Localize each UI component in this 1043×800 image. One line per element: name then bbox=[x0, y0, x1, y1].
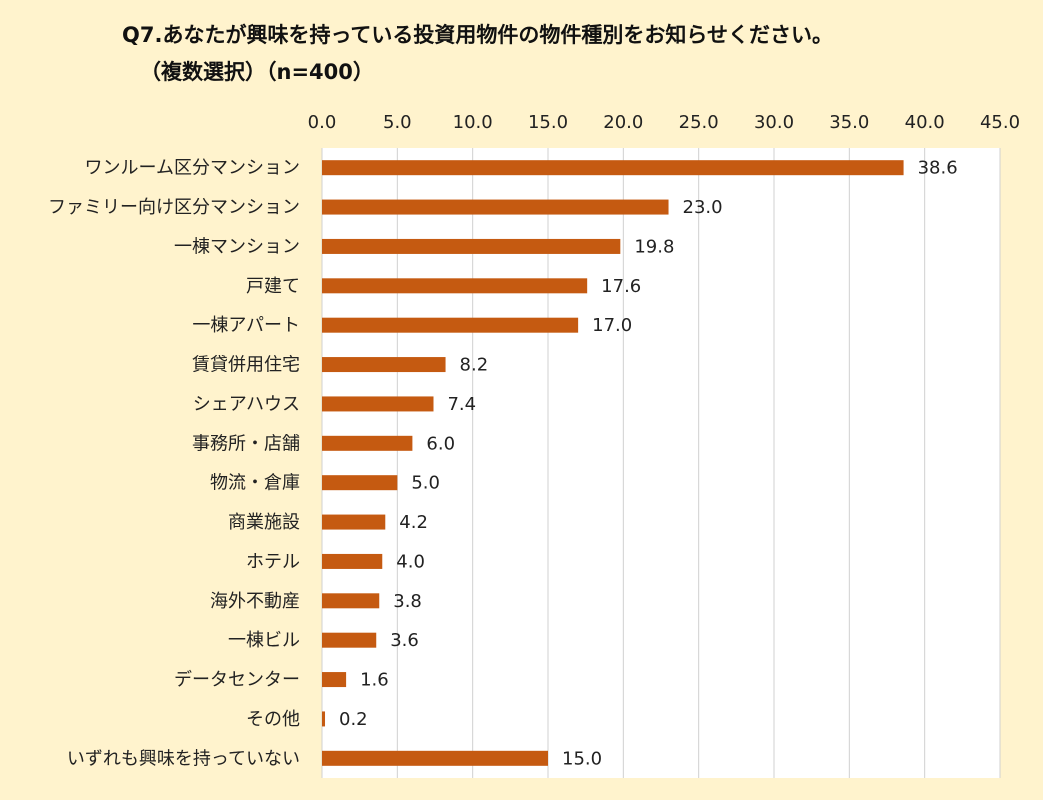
x-tick-label: 15.0 bbox=[528, 112, 568, 133]
bar bbox=[322, 199, 669, 215]
bar bbox=[322, 357, 446, 373]
data-label: 7.4 bbox=[447, 394, 476, 415]
bar bbox=[322, 711, 326, 727]
bar bbox=[322, 396, 434, 412]
x-tick-label: 20.0 bbox=[603, 112, 643, 133]
bar bbox=[322, 750, 548, 766]
category-label: いずれも興味を持っていない bbox=[67, 748, 300, 769]
chart-subtitle: （複数選択）（n=400） bbox=[140, 60, 374, 84]
x-tick-label: 5.0 bbox=[383, 112, 412, 133]
category-label: 物流・倉庫 bbox=[210, 473, 300, 494]
bar bbox=[322, 160, 904, 176]
data-label: 17.6 bbox=[601, 276, 641, 297]
data-label: 19.8 bbox=[634, 236, 674, 257]
category-label: 海外不動産 bbox=[210, 591, 300, 612]
bar bbox=[322, 553, 383, 569]
category-label: 賃貸併用住宅 bbox=[192, 355, 300, 376]
x-tick-label: 0.0 bbox=[308, 112, 337, 133]
x-tick-label: 25.0 bbox=[679, 112, 719, 133]
data-label: 23.0 bbox=[683, 197, 723, 218]
data-label: 8.2 bbox=[460, 355, 489, 376]
data-label: 3.8 bbox=[393, 591, 422, 612]
data-label: 15.0 bbox=[562, 748, 602, 769]
bar bbox=[322, 514, 386, 530]
data-labels: 38.6 23.0 19.8 17.6 17.0 8.2 7.4 6.0 5.0 4.2 4.0 3.… bbox=[339, 158, 958, 770]
bar bbox=[322, 475, 398, 491]
category-label: 商業施設 bbox=[228, 512, 300, 533]
bar bbox=[322, 317, 579, 333]
data-label: 1.6 bbox=[360, 670, 389, 691]
x-tick-label: 30.0 bbox=[754, 112, 794, 133]
bar bbox=[322, 632, 377, 648]
bars bbox=[322, 160, 904, 766]
x-tick-label: 10.0 bbox=[453, 112, 493, 133]
category-label: ファミリー向け区分マンション bbox=[48, 197, 300, 218]
data-label: 38.6 bbox=[918, 158, 958, 179]
data-label: 3.6 bbox=[390, 630, 419, 651]
category-label: データセンター bbox=[174, 670, 300, 691]
category-label: 一棟マンション bbox=[174, 236, 300, 257]
data-label: 5.0 bbox=[411, 473, 440, 494]
category-label: ホテル bbox=[246, 551, 300, 572]
bar bbox=[322, 278, 588, 294]
x-tick-label: 45.0 bbox=[980, 112, 1020, 133]
category-label: 一棟アパート bbox=[192, 315, 300, 336]
category-label: 一棟ビル bbox=[228, 630, 300, 651]
x-tick-label: 40.0 bbox=[905, 112, 945, 133]
bar bbox=[322, 238, 621, 254]
category-labels: ワンルーム区分マンションファミリー向け区分マンション一棟マンション戸建て一棟アパ… bbox=[48, 158, 300, 770]
category-label: 戸建て bbox=[246, 276, 300, 297]
chart-title: Q7.あなたが興味を持っている投資用物件の物件種別をお知らせください。 bbox=[122, 23, 833, 47]
category-label: その他 bbox=[246, 709, 300, 730]
data-label: 4.2 bbox=[399, 512, 428, 533]
bar bbox=[322, 672, 347, 688]
data-label: 4.0 bbox=[396, 551, 425, 572]
data-label: 6.0 bbox=[426, 433, 455, 454]
category-label: 事務所・店舗 bbox=[192, 433, 300, 454]
category-label: ワンルーム区分マンション bbox=[85, 158, 300, 179]
bar bbox=[322, 435, 413, 451]
data-label: 17.0 bbox=[592, 315, 632, 336]
category-label: シェアハウス bbox=[193, 394, 300, 415]
x-axis-ticks: 0.0 5.0 10.0 15.0 20.0 25.0 30.0 35.0 40.0 45.0 bbox=[308, 112, 1020, 133]
data-label: 0.2 bbox=[339, 709, 368, 730]
x-tick-label: 35.0 bbox=[829, 112, 869, 133]
bar bbox=[322, 593, 380, 609]
